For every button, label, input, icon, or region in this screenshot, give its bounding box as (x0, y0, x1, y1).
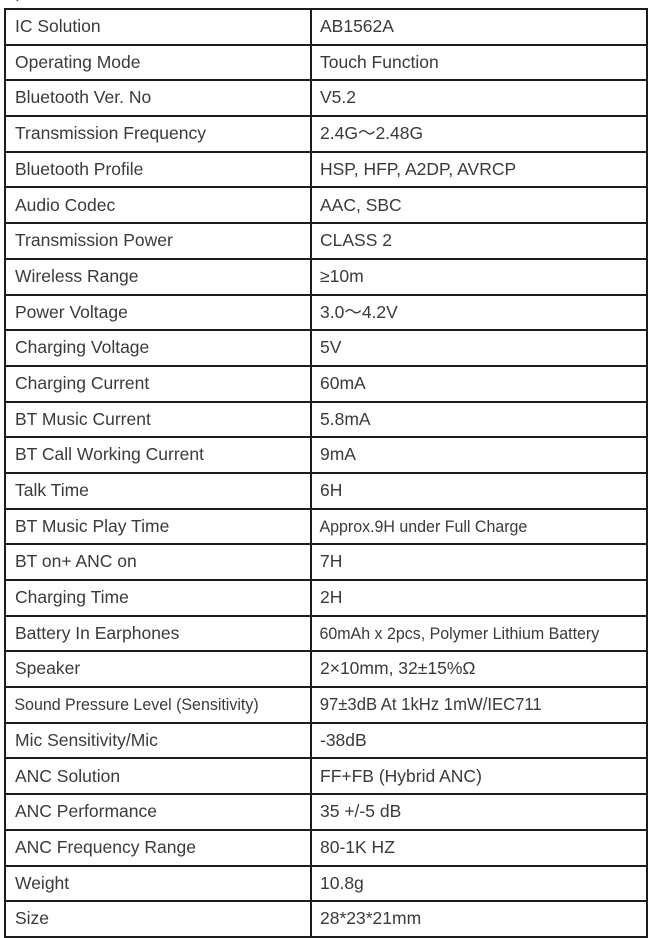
table-row: Charging Current 60mA (4, 365, 648, 403)
spec-value-cell: 97±3dB At 1kHz 1mW/IEC711 (310, 686, 638, 724)
spec-label-cell: Size (4, 900, 312, 938)
spec-label-cell: IC Solution (4, 8, 312, 46)
specification-table-body: IC Solution AB1562A Operating Mode Touch Fu… (4, 8, 648, 938)
spec-label-cell: ANC Performance (4, 793, 312, 831)
spec-label-cell: Speaker (4, 650, 312, 689)
spec-value-cell: 10.8g (310, 865, 648, 903)
spec-label-cell: Sound Pressure Level (Sensitivity) (4, 686, 294, 724)
spec-label-cell: Transmission Frequency (4, 115, 312, 153)
spec-value-cell: 5.8mA (310, 401, 648, 439)
spec-label-cell: BT Music Current (4, 401, 312, 439)
spec-label-cell: Power Voltage (4, 294, 312, 332)
table-row: Charging Time 2H (4, 579, 648, 617)
table-row: Operating Mode Touch Function (4, 44, 648, 82)
spec-value-cell: 9mA (310, 436, 648, 474)
spec-label-cell: Bluetooth Ver. No (4, 79, 312, 118)
spec-value-cell: CLASS 2 (310, 222, 648, 260)
table-row: BT on+ ANC on 7H (4, 543, 648, 581)
spec-value-cell: 60mA (310, 365, 648, 403)
table-row: Battery In Earphones 60mAh x 2pcs, Polyme… (4, 615, 647, 653)
table-row: ANC Frequency Range 80-1K HZ (4, 829, 648, 867)
table-row: Bluetooth Ver. No V5.2 (4, 79, 648, 118)
spec-value-cell: 5V (310, 329, 648, 367)
spec-label-cell: Operating Mode (4, 44, 312, 82)
table-row: Weight 10.8g (4, 865, 648, 903)
spec-label-cell: Talk Time (4, 472, 312, 510)
table-row: Transmission Power CLASS 2 (4, 222, 648, 260)
table-row: BT Music Current 5.8mA (4, 401, 648, 439)
spec-label-cell: Audio Codec (4, 186, 312, 225)
table-row: ANC Solution FF+FB (Hybrid ANC) (4, 757, 648, 796)
spec-value-cell: 28*23*21mm (310, 900, 648, 938)
spec-value-cell: 2.4G～2.48G (310, 115, 648, 153)
table-row: ANC Performance 35 +/-5 dB (4, 793, 648, 831)
spec-value-cell: 60mAh x 2pcs, Polymer Lithium Battery (310, 615, 628, 653)
spec-label-cell: Charging Current (4, 365, 312, 403)
spec-value-cell: 6H (310, 472, 648, 510)
specification-table: IC Solution AB1562A Operating Mode Touch Fu… (4, 8, 648, 938)
table-row: Wireless Range ≥10m (4, 258, 648, 296)
spec-value-cell: Approx.9H under Full Charge (310, 508, 628, 546)
table-row: Sound Pressure Level (Sensitivity) 97±3dB… (4, 686, 647, 724)
spec-value-cell: 7H (310, 543, 648, 581)
spec-value-cell: -38dB (310, 722, 648, 760)
spec-label-cell: Wireless Range (4, 258, 312, 296)
clipped-heading-fragment: Specification (4, 0, 304, 1)
spec-value-cell: 2×10mm, 32±15%Ω (310, 650, 648, 689)
spec-value-cell: 3.0～4.2V (310, 294, 648, 332)
spec-label-cell: BT on+ ANC on (4, 543, 312, 581)
spec-label-cell: Battery In Earphones (4, 615, 312, 653)
spec-label-cell: Mic Sensitivity/Mic (4, 722, 312, 760)
spec-value-cell: 2H (310, 579, 648, 617)
table-row: Talk Time 6H (4, 472, 648, 510)
spec-label-cell: Transmission Power (4, 222, 312, 260)
spec-label-cell: Bluetooth Profile (4, 151, 312, 189)
spec-value-cell: 35 +/-5 dB (310, 793, 648, 831)
spec-value-cell: ≥10m (310, 258, 648, 296)
table-row: Size 28*23*21mm (4, 900, 648, 938)
spec-label-cell: ANC Solution (4, 757, 312, 796)
spec-value-cell: 80-1K HZ (310, 829, 648, 867)
spec-label-cell: Charging Time (4, 579, 312, 617)
table-row: Charging Voltage 5V (4, 329, 648, 367)
table-row: Speaker 2×10mm, 32±15%Ω (4, 650, 648, 689)
spec-value-cell: FF+FB (Hybrid ANC) (310, 757, 648, 796)
spec-label-cell: Charging Voltage (4, 329, 312, 367)
spec-label-cell: BT Music Play Time (4, 508, 312, 546)
table-row: Transmission Frequency 2.4G～2.48G (4, 115, 648, 153)
spec-value-cell: Touch Function (310, 44, 648, 82)
spec-label-cell: BT Call Working Current (4, 436, 312, 474)
spec-value-cell: AAC, SBC (310, 186, 648, 225)
specification-table-container: IC Solution AB1562A Operating Mode Touch Fu… (4, 8, 648, 938)
table-row: BT Call Working Current 9mA (4, 436, 648, 474)
spec-value-cell: AB1562A (310, 8, 648, 46)
spec-label-cell: Weight (4, 865, 312, 903)
spec-label-cell: ANC Frequency Range (4, 829, 312, 867)
spec-value-cell: HSP, HFP, A2DP, AVRCP (310, 151, 648, 189)
table-row: Mic Sensitivity/Mic -38dB (4, 722, 648, 760)
table-row: BT Music Play Time Approx.9H under Full C… (4, 508, 647, 546)
table-row: Bluetooth Profile HSP, HFP, A2DP, AVRCP (4, 151, 648, 189)
spec-value-cell: V5.2 (310, 79, 648, 118)
table-row: Power Voltage 3.0～4.2V (4, 294, 648, 332)
table-row: IC Solution AB1562A (4, 8, 648, 46)
table-row: Audio Codec AAC, SBC (4, 186, 648, 225)
